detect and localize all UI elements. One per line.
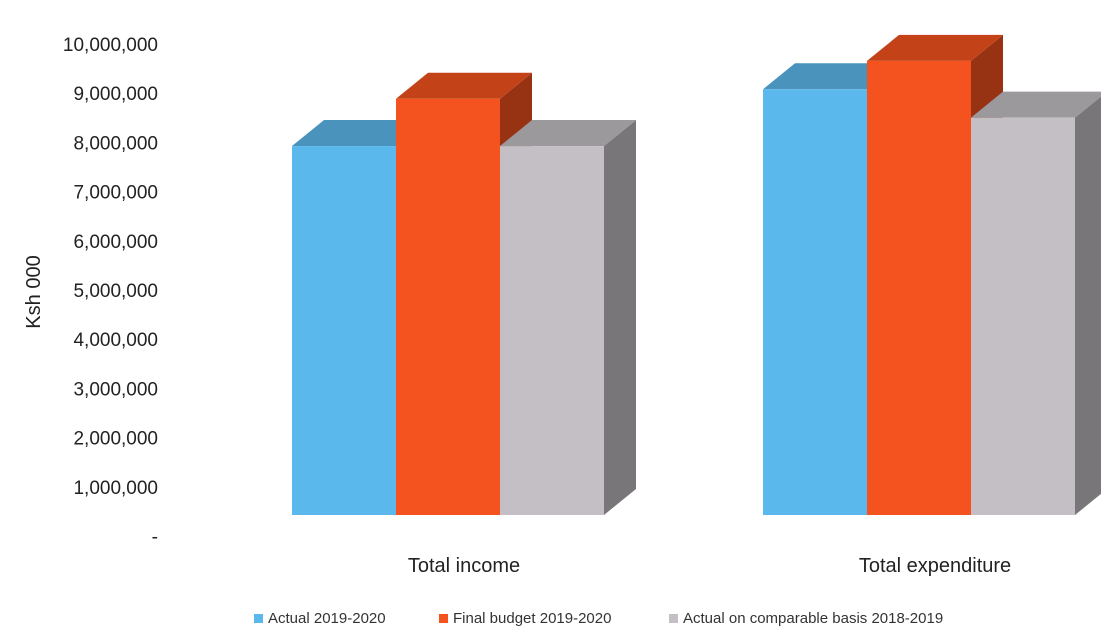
bar-top [867,34,1003,61]
y-tick-label: - [152,527,158,548]
legend-label: Actual 2019-2020 [268,610,386,627]
legend-swatch [669,614,678,623]
y-tick-label: 3,000,000 [73,379,158,400]
legend-item: Final budget 2019-2020 [439,610,611,627]
bars [292,34,1101,516]
bar-top [971,91,1101,118]
bar-side [604,120,636,515]
category-labels: Total income Total expenditure [408,555,1011,577]
y-axis-title-group: Ksh 000 [23,255,45,328]
legend-item: Actual on comparable basis 2018-2019 [669,610,943,627]
category-label: Total expenditure [859,555,1011,577]
bar [971,91,1101,516]
legend-item: Actual 2019-2020 [254,610,386,627]
bar-top [292,120,428,147]
bar-front [971,117,1075,516]
bar-front [867,60,971,516]
y-tick-label: 2,000,000 [73,429,158,450]
bar [500,120,636,515]
y-tick-label: 1,000,000 [73,478,158,499]
y-axis-title: Ksh 000 [23,255,45,328]
legend-label: Final budget 2019-2020 [453,610,611,627]
y-tick-label: 7,000,000 [73,183,158,204]
y-tick-label: 10,000,000 [63,35,158,56]
category-label: Total income [408,555,520,577]
bar-front [500,146,604,515]
bar-side [1075,96,1101,515]
bar-front [292,146,396,515]
bar-top [763,63,899,90]
y-tick-label: 9,000,000 [73,84,158,105]
bar-top [500,120,636,147]
y-axis-ticks: - 1,000,000 2,000,000 3,000,000 4,000,000 5,0… [63,35,158,548]
y-tick-label: 6,000,000 [73,232,158,253]
legend: Actual 2019-2020 Final budget 2019-2020 Ac… [254,610,943,627]
y-tick-label: 8,000,000 [73,133,158,154]
bar-front [396,98,500,515]
legend-label: Actual on comparable basis 2018-2019 [683,610,943,627]
bar-front [763,89,867,516]
bar-top [396,72,532,99]
y-tick-label: 4,000,000 [73,330,158,351]
y-tick-label: 5,000,000 [73,281,158,302]
legend-swatch [439,614,448,623]
legend-swatch [254,614,263,623]
